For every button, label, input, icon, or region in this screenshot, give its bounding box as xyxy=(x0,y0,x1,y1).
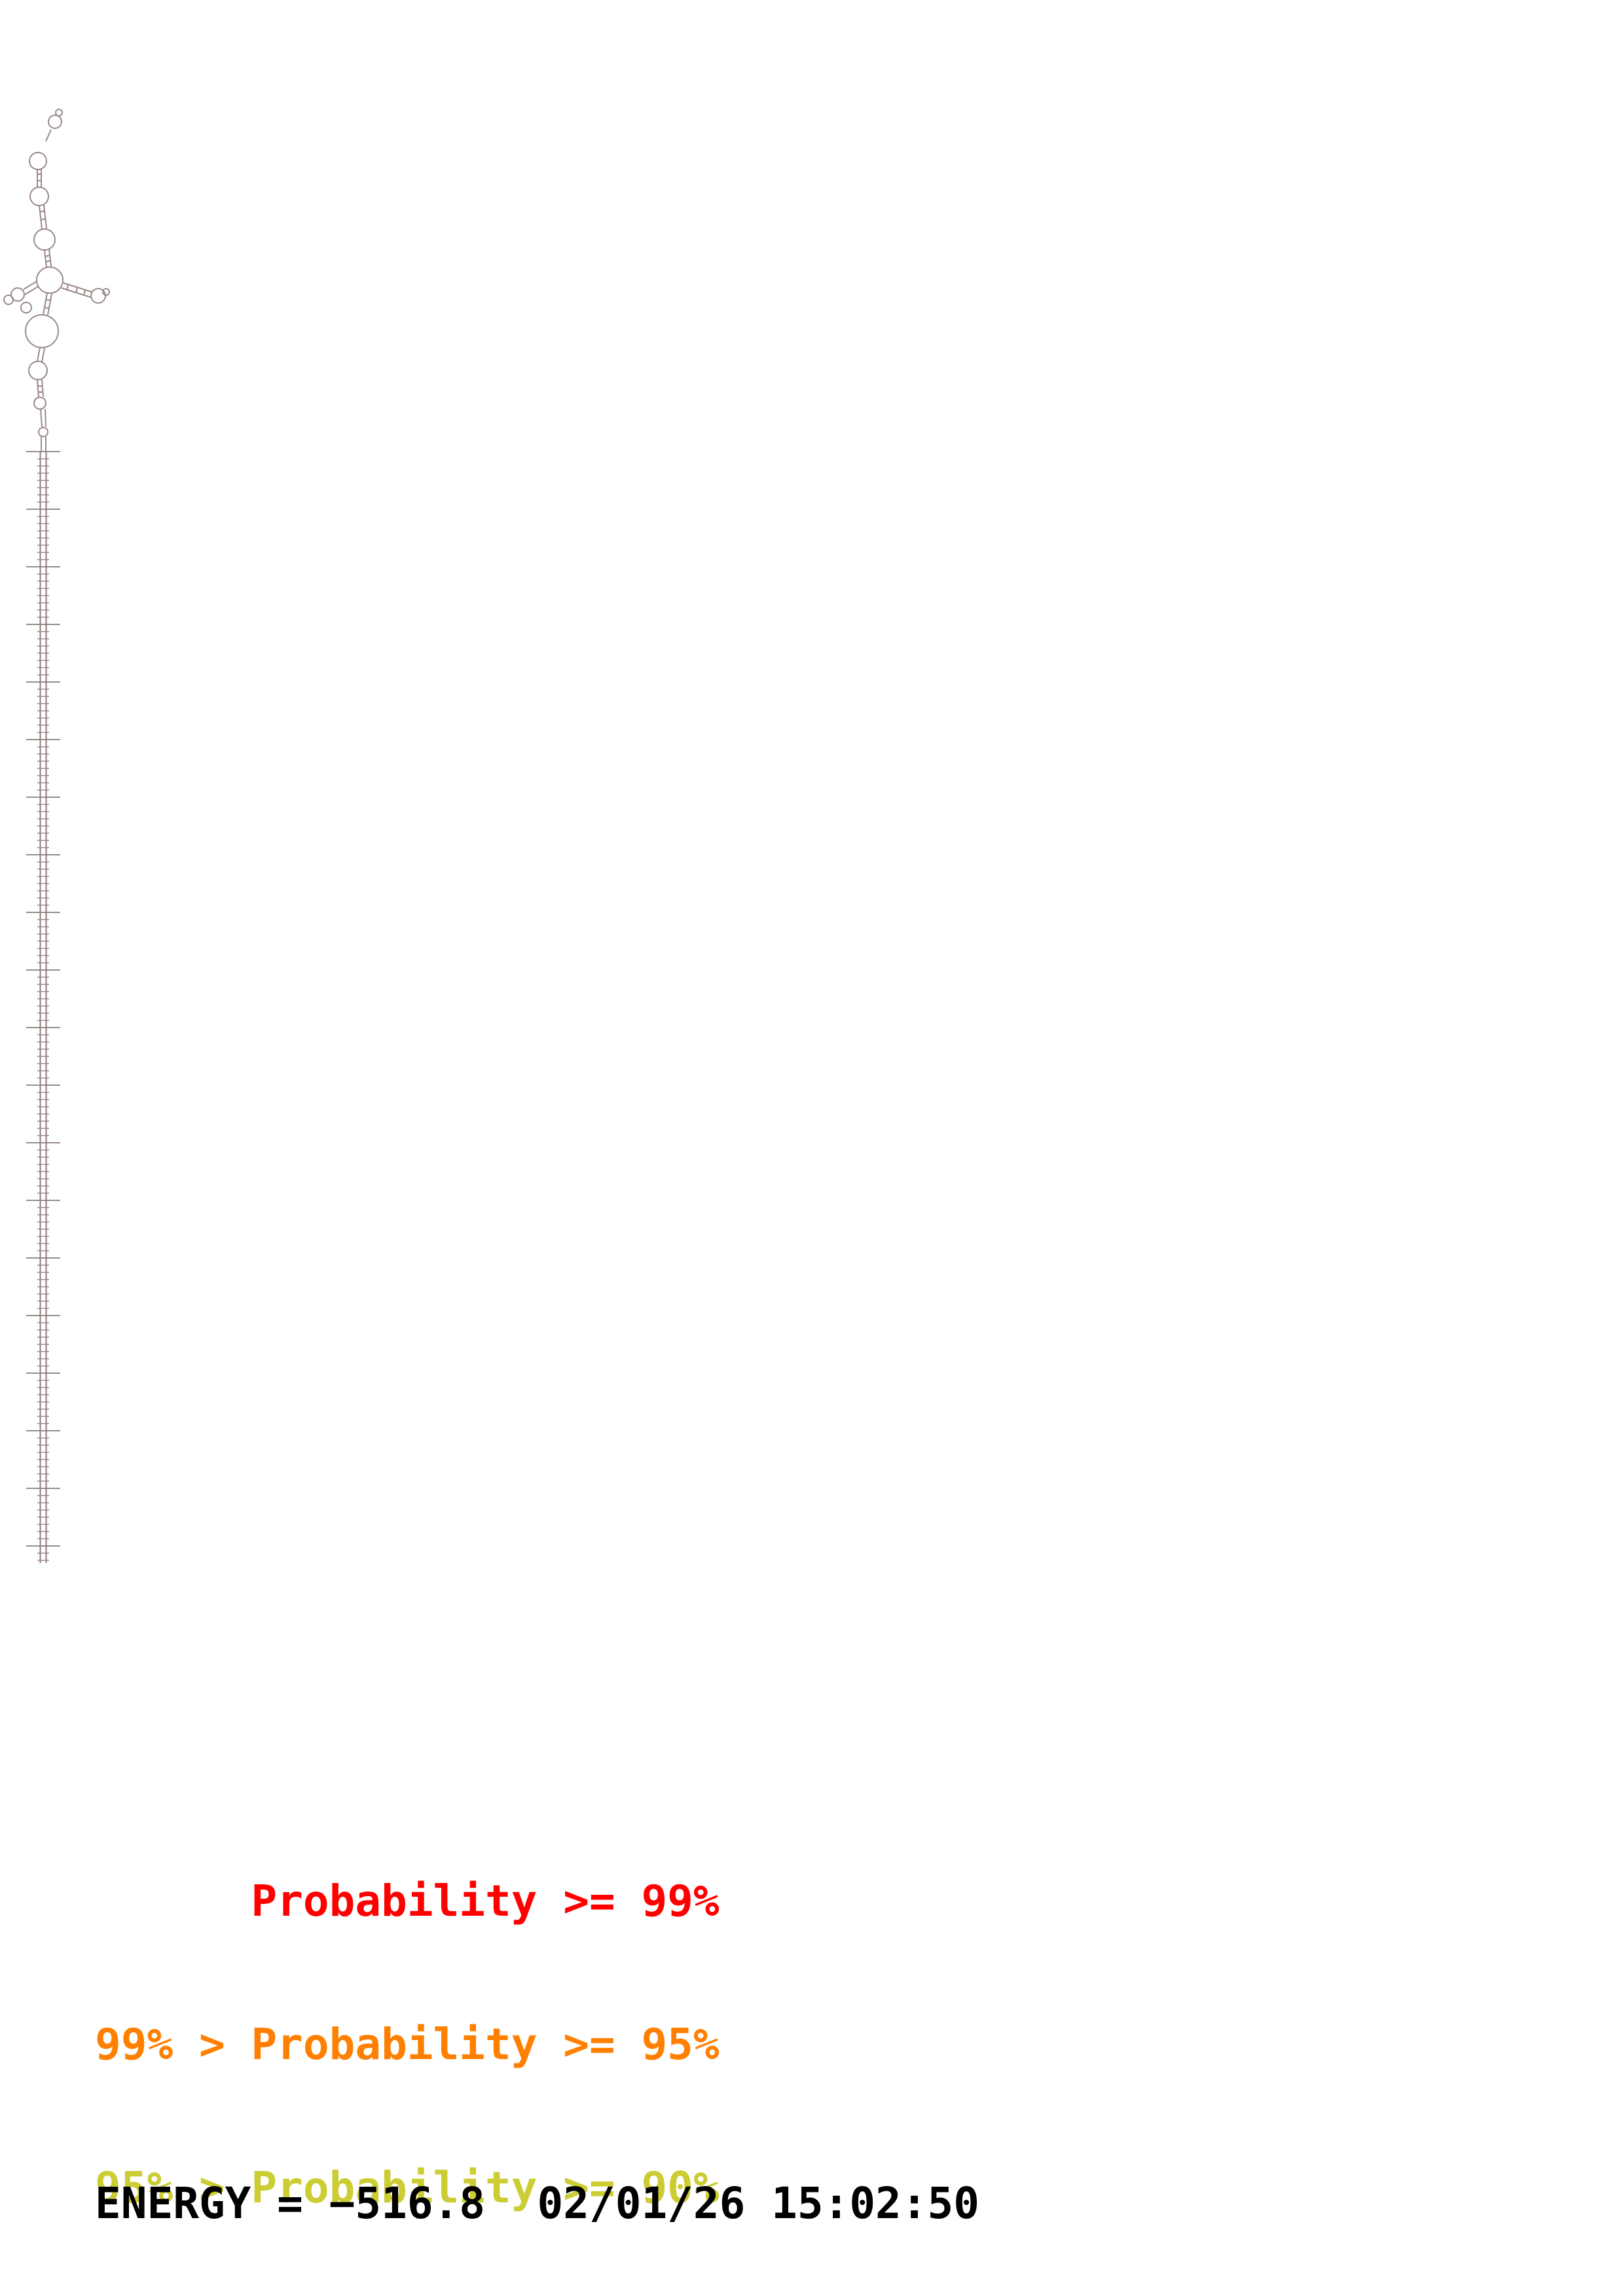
legend-item: 95% > Probability >= 90% xyxy=(95,2162,720,2213)
legend-item: 99% > Probability >= 95% xyxy=(95,2019,720,2070)
structure-stem xyxy=(26,451,60,1563)
energy-readout: ENERGY = −516.8 02/01/26 15:02:50 xyxy=(95,2178,980,2229)
legend-item: Probability >= 99% xyxy=(95,1876,720,1926)
structure-top-cluster xyxy=(3,109,110,452)
probability-legend: Probability >= 99% 99% > Probability >= … xyxy=(95,1782,720,2296)
